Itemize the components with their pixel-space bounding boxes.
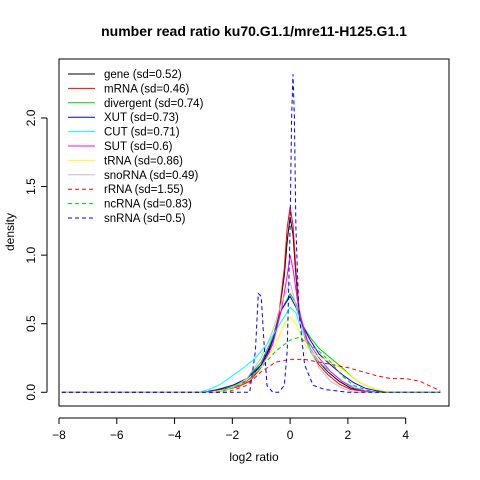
- series-line-ncrna: [61, 336, 441, 393]
- legend-label: snRNA (sd=0.5): [104, 213, 186, 225]
- series-lines: [61, 74, 441, 393]
- series-line-gene: [61, 216, 441, 393]
- y-tick-label: 0.5: [24, 315, 38, 332]
- chart-title: number read ratio ku70.G1.1/mre11-H125.G…: [101, 23, 407, 39]
- legend-label: tRNA (sd=0.86): [104, 155, 183, 167]
- legend-label: SUT (sd=0.6): [104, 141, 173, 153]
- series-line-mrna: [61, 207, 441, 393]
- series-line-xut: [61, 295, 441, 393]
- y-tick-label: 2.0: [24, 109, 38, 126]
- x-tick-label: −8: [52, 428, 66, 442]
- series-line-snrna: [61, 74, 441, 393]
- legend-label: mRNA (sd=0.46): [104, 83, 189, 95]
- y-tick-label: 1.0: [24, 246, 38, 263]
- legend-label: divergent (sd=0.74): [104, 98, 204, 110]
- series-line-rrna: [61, 358, 441, 393]
- plot-frame: [58, 58, 450, 407]
- x-tick-label: 4: [402, 428, 409, 442]
- legend-label: CUT (sd=0.71): [104, 127, 180, 139]
- legend-label: snoRNA (sd=0.49): [104, 170, 198, 182]
- y-axis-label: density: [3, 213, 17, 251]
- x-tick-label: 0: [287, 428, 294, 442]
- legend-label: XUT (sd=0.73): [104, 112, 179, 124]
- legend-label: rRNA (sd=1.55): [104, 184, 184, 196]
- x-tick-label: 2: [345, 428, 352, 442]
- series-line-cut: [61, 306, 441, 393]
- x-tick-label: −4: [168, 428, 182, 442]
- x-tick-label: −6: [110, 428, 124, 442]
- legend: gene (sd=0.52) mRNA (sd=0.46) divergent (s…: [68, 69, 204, 225]
- series-line-snorna: [61, 281, 441, 393]
- x-axis-label: log2 ratio: [229, 450, 279, 464]
- x-axis: −8 −6 −4 −2 0 2 4: [52, 417, 409, 442]
- legend-label: gene (sd=0.52): [104, 69, 182, 81]
- y-axis: 0.0 0.5 1.0 1.5 2.0: [24, 109, 48, 401]
- legend-label: ncRNA (sd=0.83): [104, 199, 192, 211]
- y-tick-label: 0.0: [24, 384, 38, 401]
- x-tick-label: −2: [225, 428, 239, 442]
- y-tick-label: 1.5: [24, 178, 38, 195]
